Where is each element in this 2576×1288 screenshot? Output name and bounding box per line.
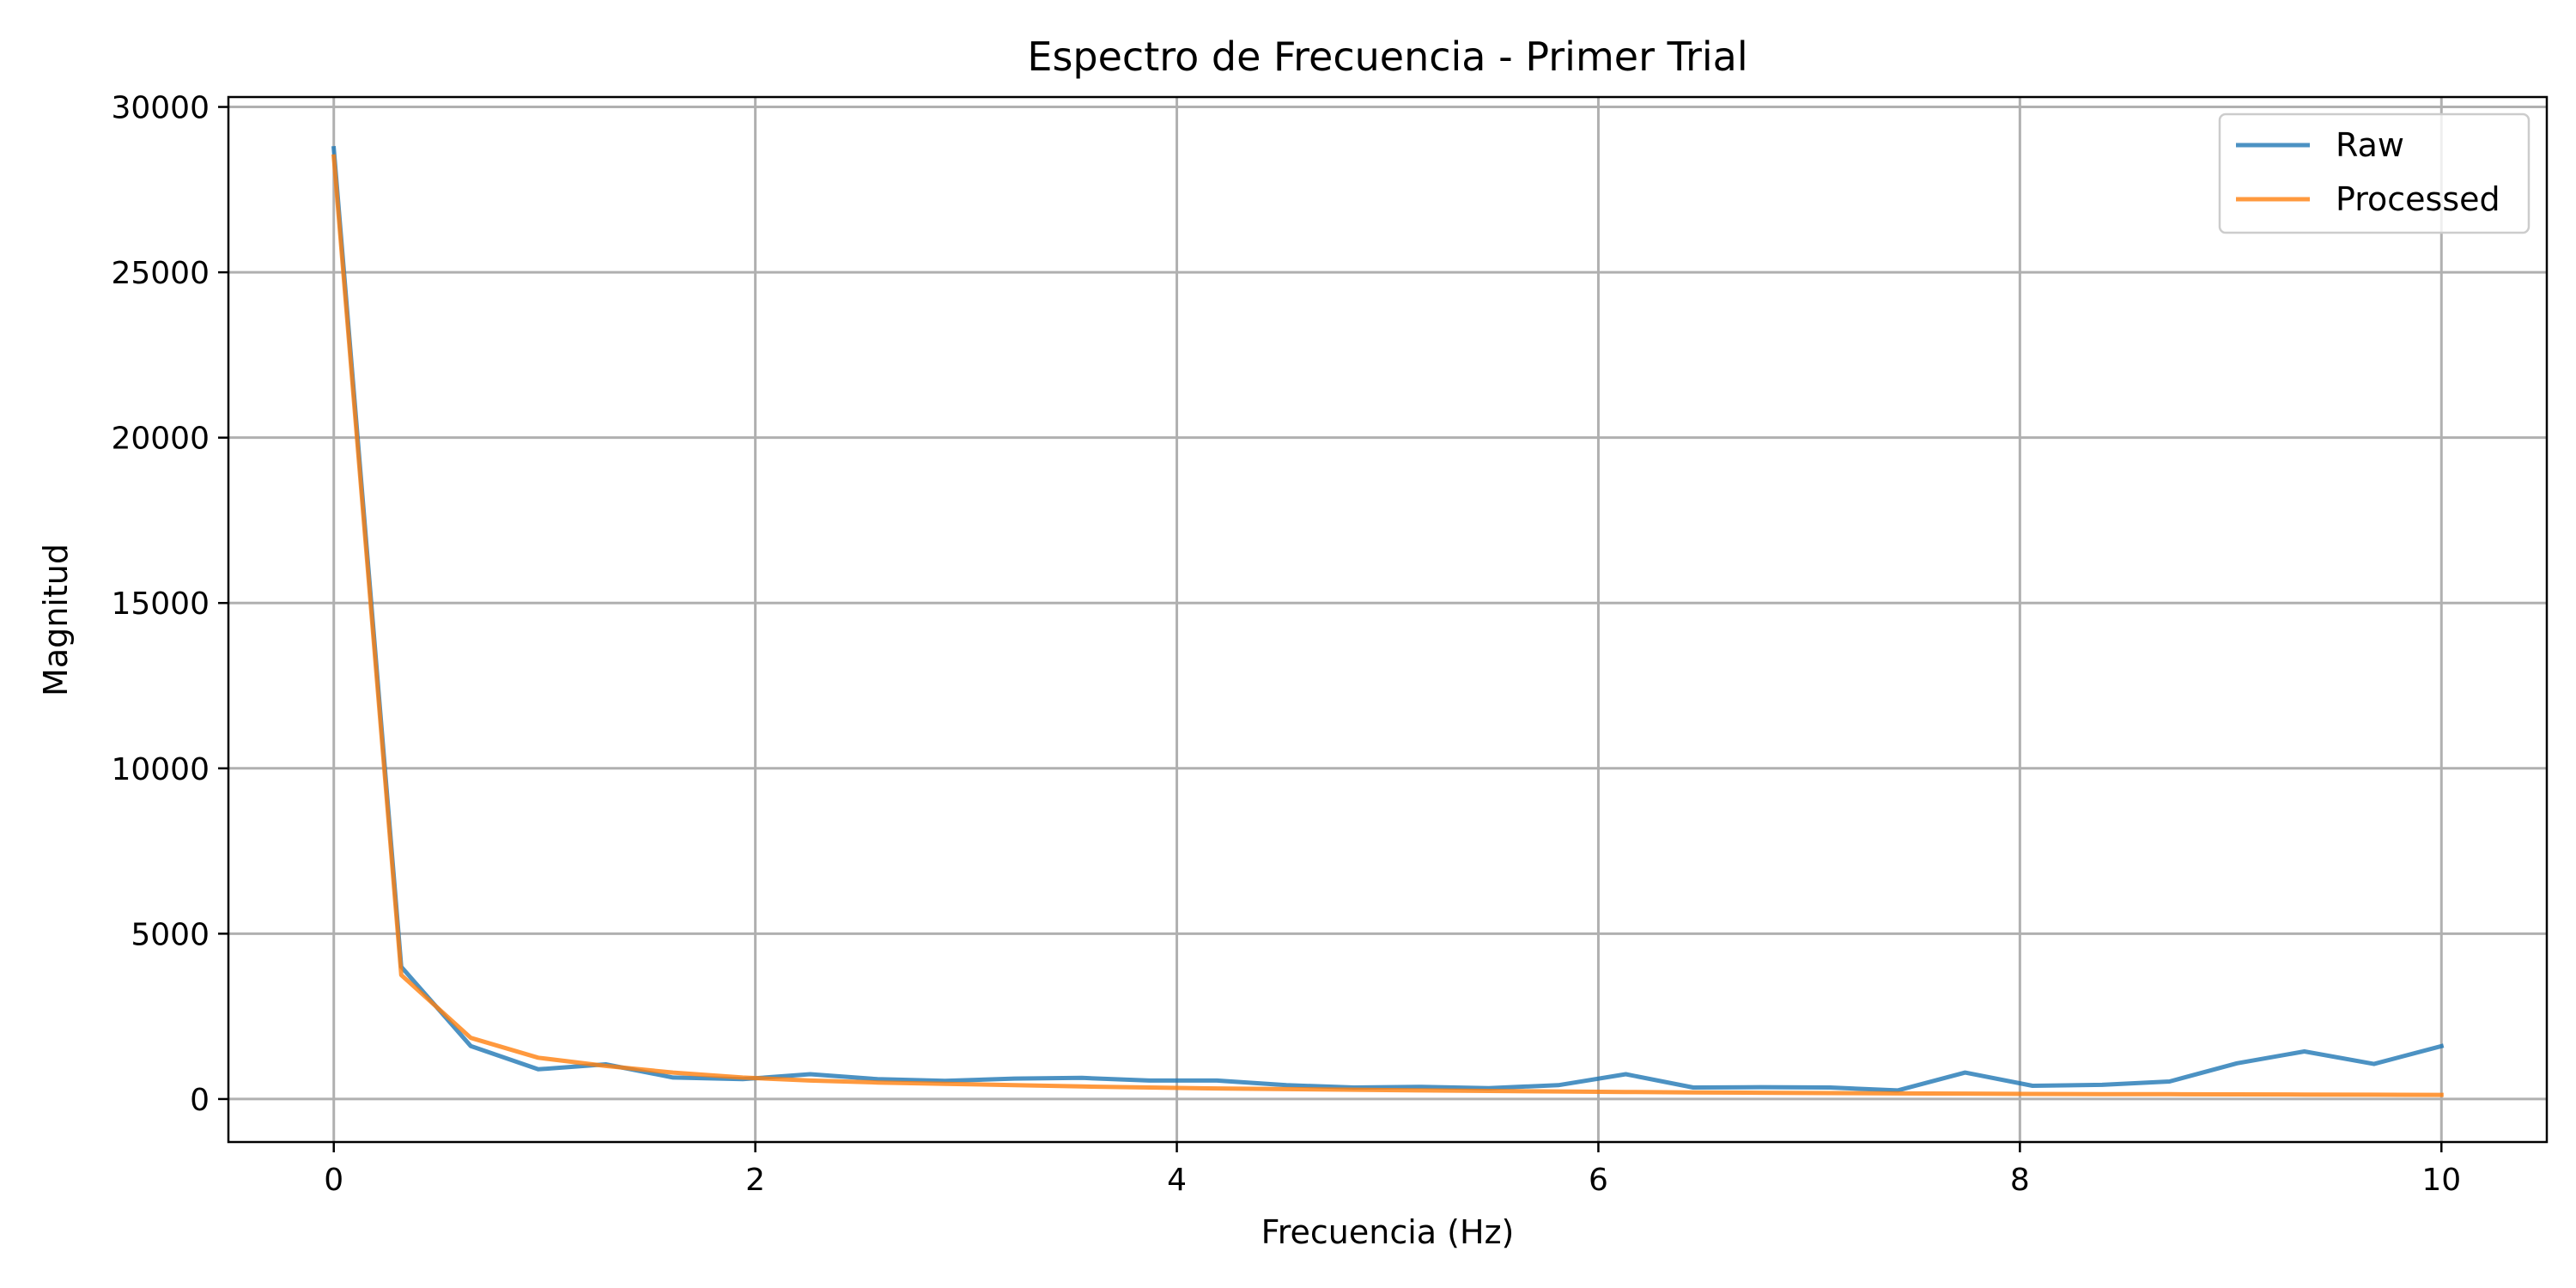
x-axis-label: Frecuencia (Hz) [1261,1213,1515,1251]
x-tick-label: 10 [2421,1163,2461,1198]
chart-title: Espectro de Frecuencia - Primer Trial [1027,33,1747,80]
y-tick-label: 5000 [131,917,210,952]
y-tick-label: 30000 [111,91,210,126]
x-tick-label: 0 [324,1163,343,1198]
x-tick-label: 8 [2010,1163,2030,1198]
y-tick-label: 15000 [111,586,210,622]
y-tick-label: 10000 [111,752,210,787]
y-tick-label: 0 [190,1083,210,1118]
x-tick-label: 4 [1167,1163,1187,1198]
legend: Raw Processed [2218,112,2530,234]
series-line-raw [331,146,2445,1093]
legend-label-processed: Processed [2336,180,2500,218]
series-layer [331,146,2445,1097]
series-line-processed [331,154,2444,1097]
x-tick-label: 2 [745,1163,765,1198]
y-axis-label: Magnitud [37,544,75,696]
plot-frame [227,95,2549,1144]
legend-label-raw: Raw [2336,126,2404,164]
tick-layer: 0 2 4 6 8 10 0 5000 10000 15000 20000 25000 30000 [111,91,2461,1198]
grid-layer [228,97,2547,1142]
y-tick-label: 20000 [111,422,210,457]
y-tick-label: 25000 [111,256,210,291]
x-tick-label: 6 [1589,1163,1608,1198]
